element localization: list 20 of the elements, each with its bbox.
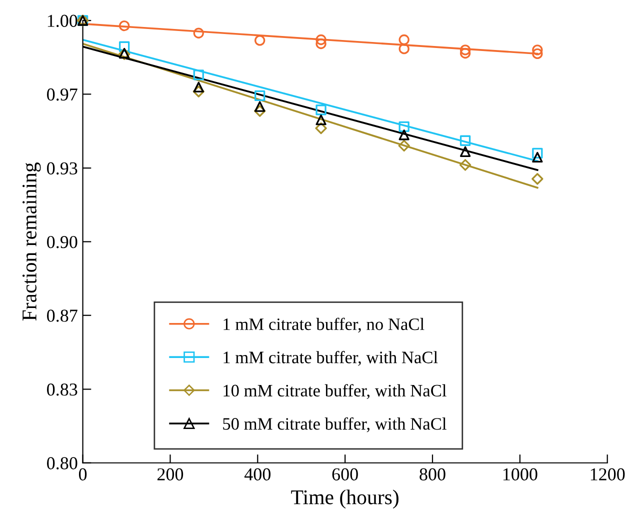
legend-label: 1 mM citrate buffer, with NaCl [224,350,438,366]
y-tick-label: 0.83 [47,383,78,396]
legend-label: 1 mM citrate buffer, no NaCl [224,318,424,333]
x-tick-label: 0 [78,468,87,480]
x-tick-label: 1200 [590,468,625,480]
y-tick-label: 0.87 [47,310,78,322]
legend-label: 50 mM citrate buffer, with NaCl [223,417,446,432]
y-tick-label: 1.00 [48,14,78,28]
x-tick-label: 800 [420,468,446,480]
y-tick-label: 0.80 [47,457,78,470]
y-tick-label: 0.90 [47,236,78,248]
legend-label: 10 mM citrate buffer, with NaCl [224,384,446,400]
x-tick-label: 1000 [503,468,538,480]
y-tick-label: 0.97 [47,88,78,101]
y-tick-label: 0.93 [47,162,78,175]
x-tick-label: 400 [244,468,270,480]
x-tick-label: 600 [332,468,358,480]
x-axis-title: Time (hours) [291,490,398,509]
x-tick-label: 200 [157,468,184,480]
y-axis-title: Fraction remaining [22,162,41,321]
